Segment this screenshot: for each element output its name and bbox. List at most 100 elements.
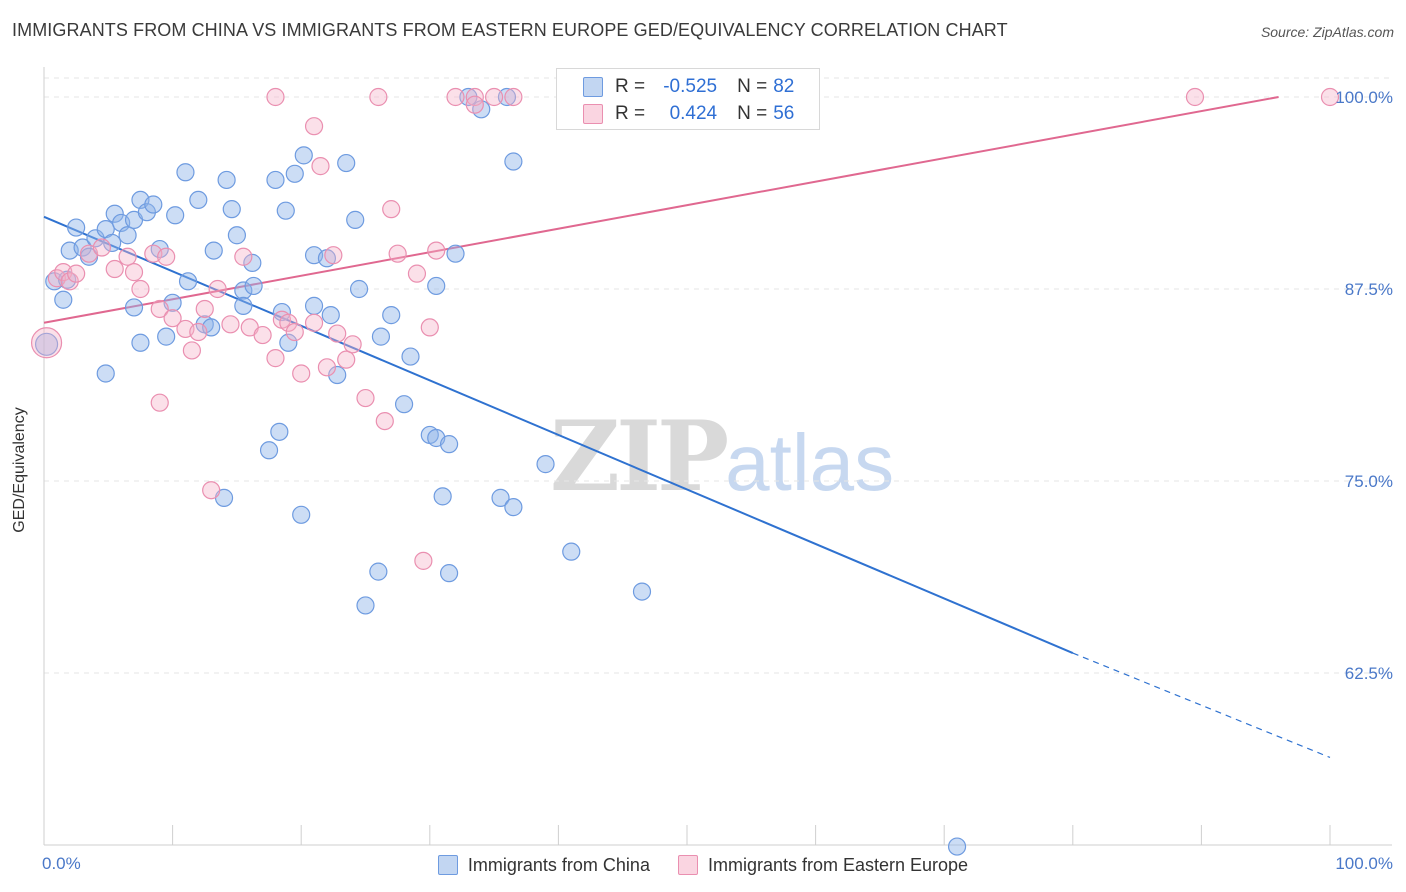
n-label: N = bbox=[737, 76, 768, 97]
china-point bbox=[401, 347, 420, 366]
r-value: -0.525 bbox=[663, 76, 718, 97]
eastern-europe-point bbox=[285, 322, 304, 342]
china-point bbox=[292, 505, 311, 524]
eastern-europe-point bbox=[328, 324, 347, 343]
tick-labels: 62.5% 75.0% 87.5% 100.0% 0.0% 100.0% bbox=[42, 88, 1393, 873]
china-point bbox=[504, 152, 523, 171]
eastern-europe-point bbox=[30, 327, 63, 359]
eastern-europe-point bbox=[375, 411, 394, 431]
legend-item-eastern-europe[interactable]: Immigrants from Eastern Europe bbox=[677, 854, 969, 876]
china-point bbox=[446, 244, 465, 263]
eastern-europe-point bbox=[407, 264, 427, 283]
china-point bbox=[427, 276, 446, 296]
stats-row-china: R = -0.525 N = 82 bbox=[557, 73, 794, 101]
china-point bbox=[947, 837, 967, 856]
china-point bbox=[369, 562, 388, 581]
n-value: 82 bbox=[773, 76, 795, 97]
y-tick-label: 62.5% bbox=[1345, 664, 1393, 683]
eastern-europe-point bbox=[131, 279, 150, 299]
source-label: Source: ZipAtlas.com bbox=[1260, 24, 1394, 40]
china-point bbox=[54, 290, 73, 309]
china-point bbox=[304, 296, 324, 315]
eastern-europe-point bbox=[1320, 87, 1340, 107]
eastern-europe-point bbox=[1185, 87, 1205, 107]
china-point bbox=[371, 327, 391, 346]
china-point bbox=[349, 279, 369, 299]
eastern-europe-point bbox=[504, 87, 523, 107]
eastern-europe-point bbox=[388, 244, 407, 263]
eastern-europe-point bbox=[157, 247, 176, 266]
china-point bbox=[394, 395, 414, 414]
n-value: 56 bbox=[773, 103, 795, 124]
china-point bbox=[96, 364, 115, 383]
china-point bbox=[270, 422, 289, 441]
legend-item-china[interactable]: Immigrants from China bbox=[437, 855, 650, 876]
series-legend: Immigrants from China Immigrants from Ea… bbox=[0, 851, 1406, 879]
china-point bbox=[105, 204, 124, 223]
eastern-europe-point bbox=[369, 87, 388, 107]
trend-lines bbox=[43, 96, 1331, 759]
eastern-europe-point bbox=[382, 200, 401, 219]
china-point bbox=[234, 296, 253, 315]
eastern-europe-point bbox=[195, 299, 214, 319]
eastern-europe-point bbox=[221, 315, 240, 334]
china-point bbox=[497, 87, 517, 107]
eastern-europe-point bbox=[427, 241, 446, 260]
r-value: 0.424 bbox=[669, 103, 718, 124]
x-tick-label: 100.0% bbox=[1335, 854, 1393, 873]
y-tick-label: 100.0% bbox=[1335, 88, 1393, 107]
eastern-europe-swatch bbox=[583, 104, 603, 124]
china-swatch bbox=[437, 855, 458, 875]
eastern-europe-point bbox=[343, 335, 362, 354]
eastern-europe-point bbox=[253, 325, 272, 345]
eastern-europe-point bbox=[465, 87, 484, 107]
china-point bbox=[439, 564, 459, 583]
eastern-europe-point bbox=[208, 279, 227, 299]
china-point bbox=[266, 170, 285, 190]
china-point bbox=[276, 201, 295, 220]
eastern-europe-point bbox=[446, 87, 465, 107]
watermark-atlas: atlas bbox=[725, 418, 895, 507]
china-point bbox=[204, 241, 223, 260]
china-point bbox=[562, 542, 581, 561]
china-point bbox=[234, 281, 253, 300]
china-point bbox=[124, 298, 144, 317]
china-point bbox=[166, 206, 185, 225]
eastern-europe-point bbox=[234, 247, 253, 266]
china-swatch bbox=[583, 77, 603, 97]
china-point bbox=[222, 200, 241, 219]
stats-row-eastern-europe: R = 0.424 N = 56 bbox=[557, 100, 794, 128]
eastern-europe-point bbox=[485, 87, 504, 107]
china-point bbox=[178, 272, 198, 291]
china-point bbox=[259, 441, 279, 460]
eastern-europe-point bbox=[414, 551, 433, 570]
eastern-europe-point bbox=[292, 364, 311, 383]
legend-label: Immigrants from Eastern Europe bbox=[707, 854, 969, 875]
china-point bbox=[131, 333, 150, 352]
china-point bbox=[103, 233, 122, 253]
y-tick-label: 87.5% bbox=[1345, 280, 1393, 299]
eastern-europe-point bbox=[279, 313, 298, 332]
china-point bbox=[118, 226, 137, 245]
eastern-europe-point bbox=[182, 341, 201, 360]
r-label: R = bbox=[615, 76, 646, 97]
data-points bbox=[30, 87, 1340, 856]
china-point bbox=[439, 435, 459, 454]
china-point bbox=[328, 365, 347, 385]
eastern-europe-point bbox=[317, 358, 337, 377]
china-point bbox=[536, 455, 555, 474]
china-point bbox=[491, 488, 510, 507]
n-label: N = bbox=[737, 103, 768, 124]
eastern-europe-swatch bbox=[677, 855, 698, 875]
china-point bbox=[34, 332, 59, 356]
china-point bbox=[217, 170, 236, 190]
china-point bbox=[157, 327, 176, 346]
eastern-europe-point bbox=[163, 309, 182, 328]
chart-title: IMMIGRANTS FROM CHINA VS IMMIGRANTS FROM… bbox=[12, 20, 1008, 40]
china-point bbox=[294, 146, 313, 165]
china-point bbox=[67, 218, 86, 237]
eastern-europe-point bbox=[420, 318, 439, 337]
china-point bbox=[433, 487, 452, 506]
china-point bbox=[337, 153, 356, 173]
